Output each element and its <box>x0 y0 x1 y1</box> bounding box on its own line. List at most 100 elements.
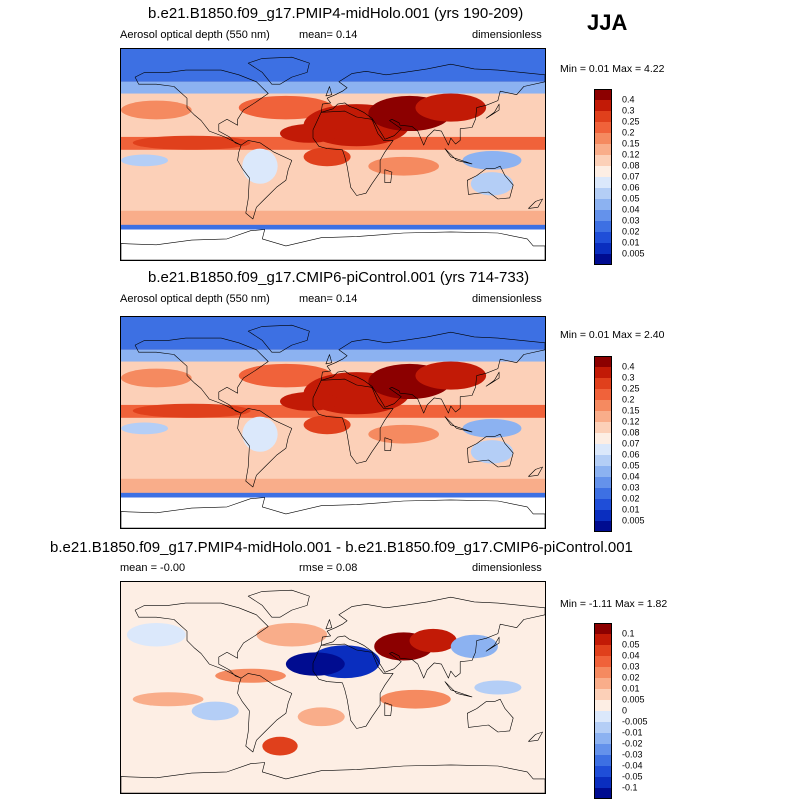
coastlines <box>121 324 545 528</box>
coastline <box>528 198 543 209</box>
coastline <box>384 437 393 451</box>
panel-1-map-svg <box>121 49 545 260</box>
panel-1-colorbar: 0.4 0.3 0.25 0.2 0.15 0.12 0.08 0.07 0.06 0.05 0.0… <box>594 89 645 265</box>
colorbar-level-label: 0.01 <box>622 237 640 248</box>
indian-ocean-patch <box>368 424 439 444</box>
maritime-continent-low <box>462 418 522 438</box>
colorbar-level-label: 0.06 <box>622 182 640 193</box>
subarctic-band <box>121 81 545 94</box>
panel-3-units: dimensionless <box>472 562 542 574</box>
colorbar-swatch <box>594 711 612 722</box>
south-east-atlantic-positive <box>297 707 345 727</box>
east-pacific-plume <box>132 403 251 418</box>
coastline <box>528 466 543 477</box>
colorbar-level-label: 0.02 <box>622 226 640 237</box>
colorbar-level-label: 0.03 <box>622 661 640 672</box>
atlantic-dust-plume <box>280 124 339 143</box>
colorbar-level-label: 0.04 <box>622 204 640 215</box>
colorbar-level-label: -0.05 <box>622 771 643 782</box>
colorbar-swatch <box>594 89 612 100</box>
australia-low <box>470 172 514 196</box>
colorbar-swatch <box>594 210 612 221</box>
indian-ocean-positive <box>380 689 451 709</box>
coastline <box>134 602 269 679</box>
colorbar-level-label: -0.04 <box>622 760 643 771</box>
antarctica-mask <box>121 497 545 528</box>
panel-3-minmax: Min = -1.11 Max = 1.82 <box>560 598 668 610</box>
north-atlantic-patch <box>238 363 333 388</box>
colorbar-level-label: 0.01 <box>622 504 640 515</box>
colorbar-level-label: 0.05 <box>622 460 640 471</box>
colorbar-swatch <box>594 422 612 433</box>
southern-ocean-band <box>121 210 545 228</box>
season-label: JJA <box>587 10 628 35</box>
southern-ocean-band <box>121 478 545 496</box>
colorbar-swatch <box>594 722 612 733</box>
colorbar-level-label: 0.07 <box>622 438 640 449</box>
panel-2-units: dimensionless <box>472 293 542 305</box>
coastline <box>384 702 393 716</box>
colorbar-level-label: 0.07 <box>622 171 640 182</box>
colorbar-swatch <box>594 488 612 499</box>
panel-1-units: dimensionless <box>472 29 542 41</box>
gulf-guinea-patch <box>303 147 351 167</box>
colorbar-swatch <box>594 122 612 133</box>
pacific-warm-pool-low <box>121 422 169 435</box>
coastline <box>444 681 473 698</box>
colorbar-swatch <box>594 521 612 532</box>
colorbar-swatch <box>594 389 612 400</box>
gulf-guinea-patch <box>303 415 351 435</box>
colorbar-level-label: 0.03 <box>622 215 640 226</box>
panel-2-map <box>120 316 546 529</box>
colorbar-swatch <box>594 111 612 122</box>
colorbar-swatch <box>594 645 612 656</box>
panel-1-mean: mean= 0.14 <box>299 29 358 41</box>
coastline <box>384 169 393 183</box>
coastlines <box>121 589 545 793</box>
colorbar-swatch <box>594 755 612 766</box>
colorbar-swatch <box>594 177 612 188</box>
coastline <box>121 762 545 793</box>
colorbar-swatch <box>594 455 612 466</box>
panel-2-colorbar: 0.4 0.3 0.25 0.2 0.15 0.12 0.08 0.07 0.06 0.05 0.0… <box>594 356 645 532</box>
coastline <box>467 165 514 200</box>
colorbar-level-label: 0.3 <box>622 105 635 116</box>
coastline <box>325 619 333 630</box>
colorbar-level-label: -0.02 <box>622 738 643 749</box>
coastline <box>121 229 545 260</box>
panel-1-title: b.e21.B1850.f09_g17.PMIP4-midHolo.001 (y… <box>148 5 524 22</box>
colorbar-level-label: 0.3 <box>622 372 635 383</box>
colorbar-level-label: 0.08 <box>622 160 640 171</box>
coastline <box>247 56 310 85</box>
colorbar-swatch <box>594 466 612 477</box>
colorbar-level-label: 0.15 <box>622 138 640 149</box>
colorbar-level-label: -0.1 <box>622 782 638 793</box>
east-pacific-negative <box>191 701 239 721</box>
colorbar-swatch <box>594 744 612 755</box>
colorbar-level-label: 0.12 <box>622 149 640 160</box>
colorbar-swatch <box>594 634 612 645</box>
colorbar-swatch <box>594 411 612 422</box>
colorbar-level-label: 0.005 <box>622 694 645 705</box>
amazon-low <box>242 148 278 184</box>
coastline <box>444 416 473 433</box>
east-asia-negative <box>450 634 498 659</box>
panel-2-title: b.e21.B1850.f09_g17.CMIP6-piControl.001 … <box>148 269 530 286</box>
colorbar-level-label: 0.2 <box>622 394 635 405</box>
colorbar-swatch <box>594 777 612 788</box>
colorbar-level-label: 0.005 <box>622 248 645 259</box>
colorbar-level-label: 0.04 <box>622 650 640 661</box>
antarctica-mask <box>121 229 545 260</box>
colorbar-level-label: 0.02 <box>622 672 640 683</box>
coastline <box>237 408 293 488</box>
panel-3-title: b.e21.B1850.f09_g17.PMIP4-midHolo.001 - … <box>50 539 633 556</box>
east-pacific-plume <box>132 135 251 150</box>
colorbar-swatch <box>594 444 612 455</box>
colorbar-swatch <box>594 788 612 799</box>
amazon-low <box>242 416 278 452</box>
south-pacific-diff <box>132 692 204 707</box>
australia-low <box>470 440 514 464</box>
colorbar-swatch <box>594 378 612 389</box>
north-pacific-diff <box>126 623 186 647</box>
coastline <box>247 589 310 618</box>
